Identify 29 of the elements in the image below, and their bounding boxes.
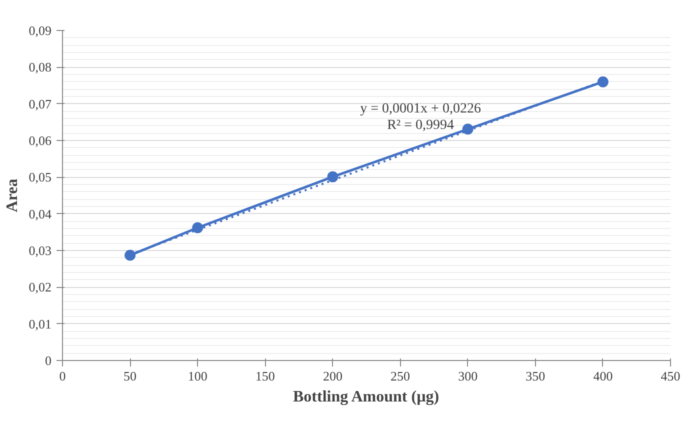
x-tick-label: 250 [390,368,410,384]
x-tick-label: 0 [59,368,66,384]
x-tick-label: 50 [124,368,137,384]
x-tick-label: 450 [660,368,680,384]
y-tick-label: 0,09 [28,23,52,38]
y-tick-label: 0,04 [28,206,52,222]
y-tick-label: 0 [45,353,52,368]
x-tick-label: 150 [255,368,275,384]
y-axis-title: Area [4,178,21,212]
y-tick-label: 0,07 [28,96,52,112]
y-tick-label: 0,05 [28,170,52,185]
annotation: R² = 0,9994 [387,118,454,134]
y-tick-label: 0,06 [28,133,52,148]
y-tick-label: 0,02 [28,280,52,295]
point [462,124,474,135]
x-axis-title: Bottling Amount (µg) [293,388,440,406]
y-tick-label: 0,01 [28,316,52,332]
point [597,76,608,88]
x-tick-label: 300 [458,368,478,384]
y-tick-label: 0,03 [28,243,52,258]
x-tick-label: 350 [526,368,546,384]
point [124,250,136,261]
y-tick-label: 0,08 [28,60,52,75]
point [327,171,338,182]
annotation: y = 0,0001x + 0,0226 [360,102,481,117]
x-tick-label: 400 [593,368,613,384]
point [192,222,204,234]
x-tick-label: 100 [188,368,208,384]
x-tick-label: 200 [322,368,342,384]
